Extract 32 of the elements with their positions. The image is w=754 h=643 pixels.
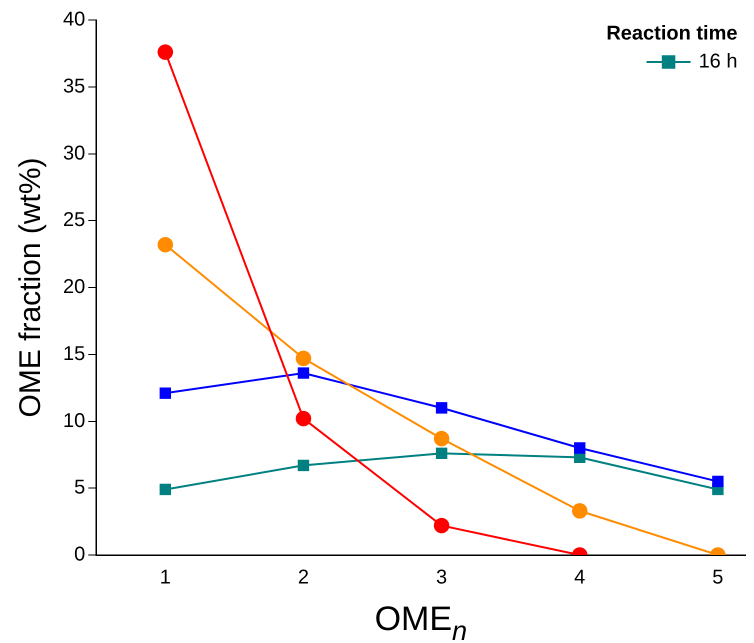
x-tick-label: 5 xyxy=(712,566,724,589)
y-tick-label: 40 xyxy=(62,8,86,31)
x-tick-label: 1 xyxy=(160,566,171,589)
y-tick-label: 0 xyxy=(74,544,86,566)
point xyxy=(434,518,450,534)
y-tick-label: 20 xyxy=(62,276,86,298)
x-tick-label: 4 xyxy=(574,566,586,589)
point xyxy=(158,236,174,252)
point xyxy=(434,430,450,446)
point xyxy=(574,442,586,454)
point xyxy=(436,402,448,414)
y-tick-label: 25 xyxy=(62,209,86,232)
point xyxy=(572,503,588,519)
point xyxy=(158,44,174,60)
y-tick-label: 5 xyxy=(74,476,86,499)
point xyxy=(712,476,724,488)
y-tick-label: 10 xyxy=(62,410,86,432)
point xyxy=(436,448,448,460)
y-tick-label: 15 xyxy=(62,342,86,365)
y-axis-title: OME fraction (wt%) xyxy=(14,157,47,418)
x-tick-label: 3 xyxy=(436,566,448,589)
y-tick-label: 35 xyxy=(62,75,86,98)
point xyxy=(160,387,172,399)
y-tick-label: 30 xyxy=(62,142,86,164)
x-tick-label: 2 xyxy=(298,566,310,589)
point xyxy=(298,367,310,379)
point xyxy=(298,460,310,472)
point xyxy=(296,410,312,426)
point xyxy=(296,350,312,366)
point xyxy=(160,484,172,496)
legend-label: 16 h xyxy=(698,50,738,73)
legend-title: Reaction time xyxy=(606,22,738,45)
